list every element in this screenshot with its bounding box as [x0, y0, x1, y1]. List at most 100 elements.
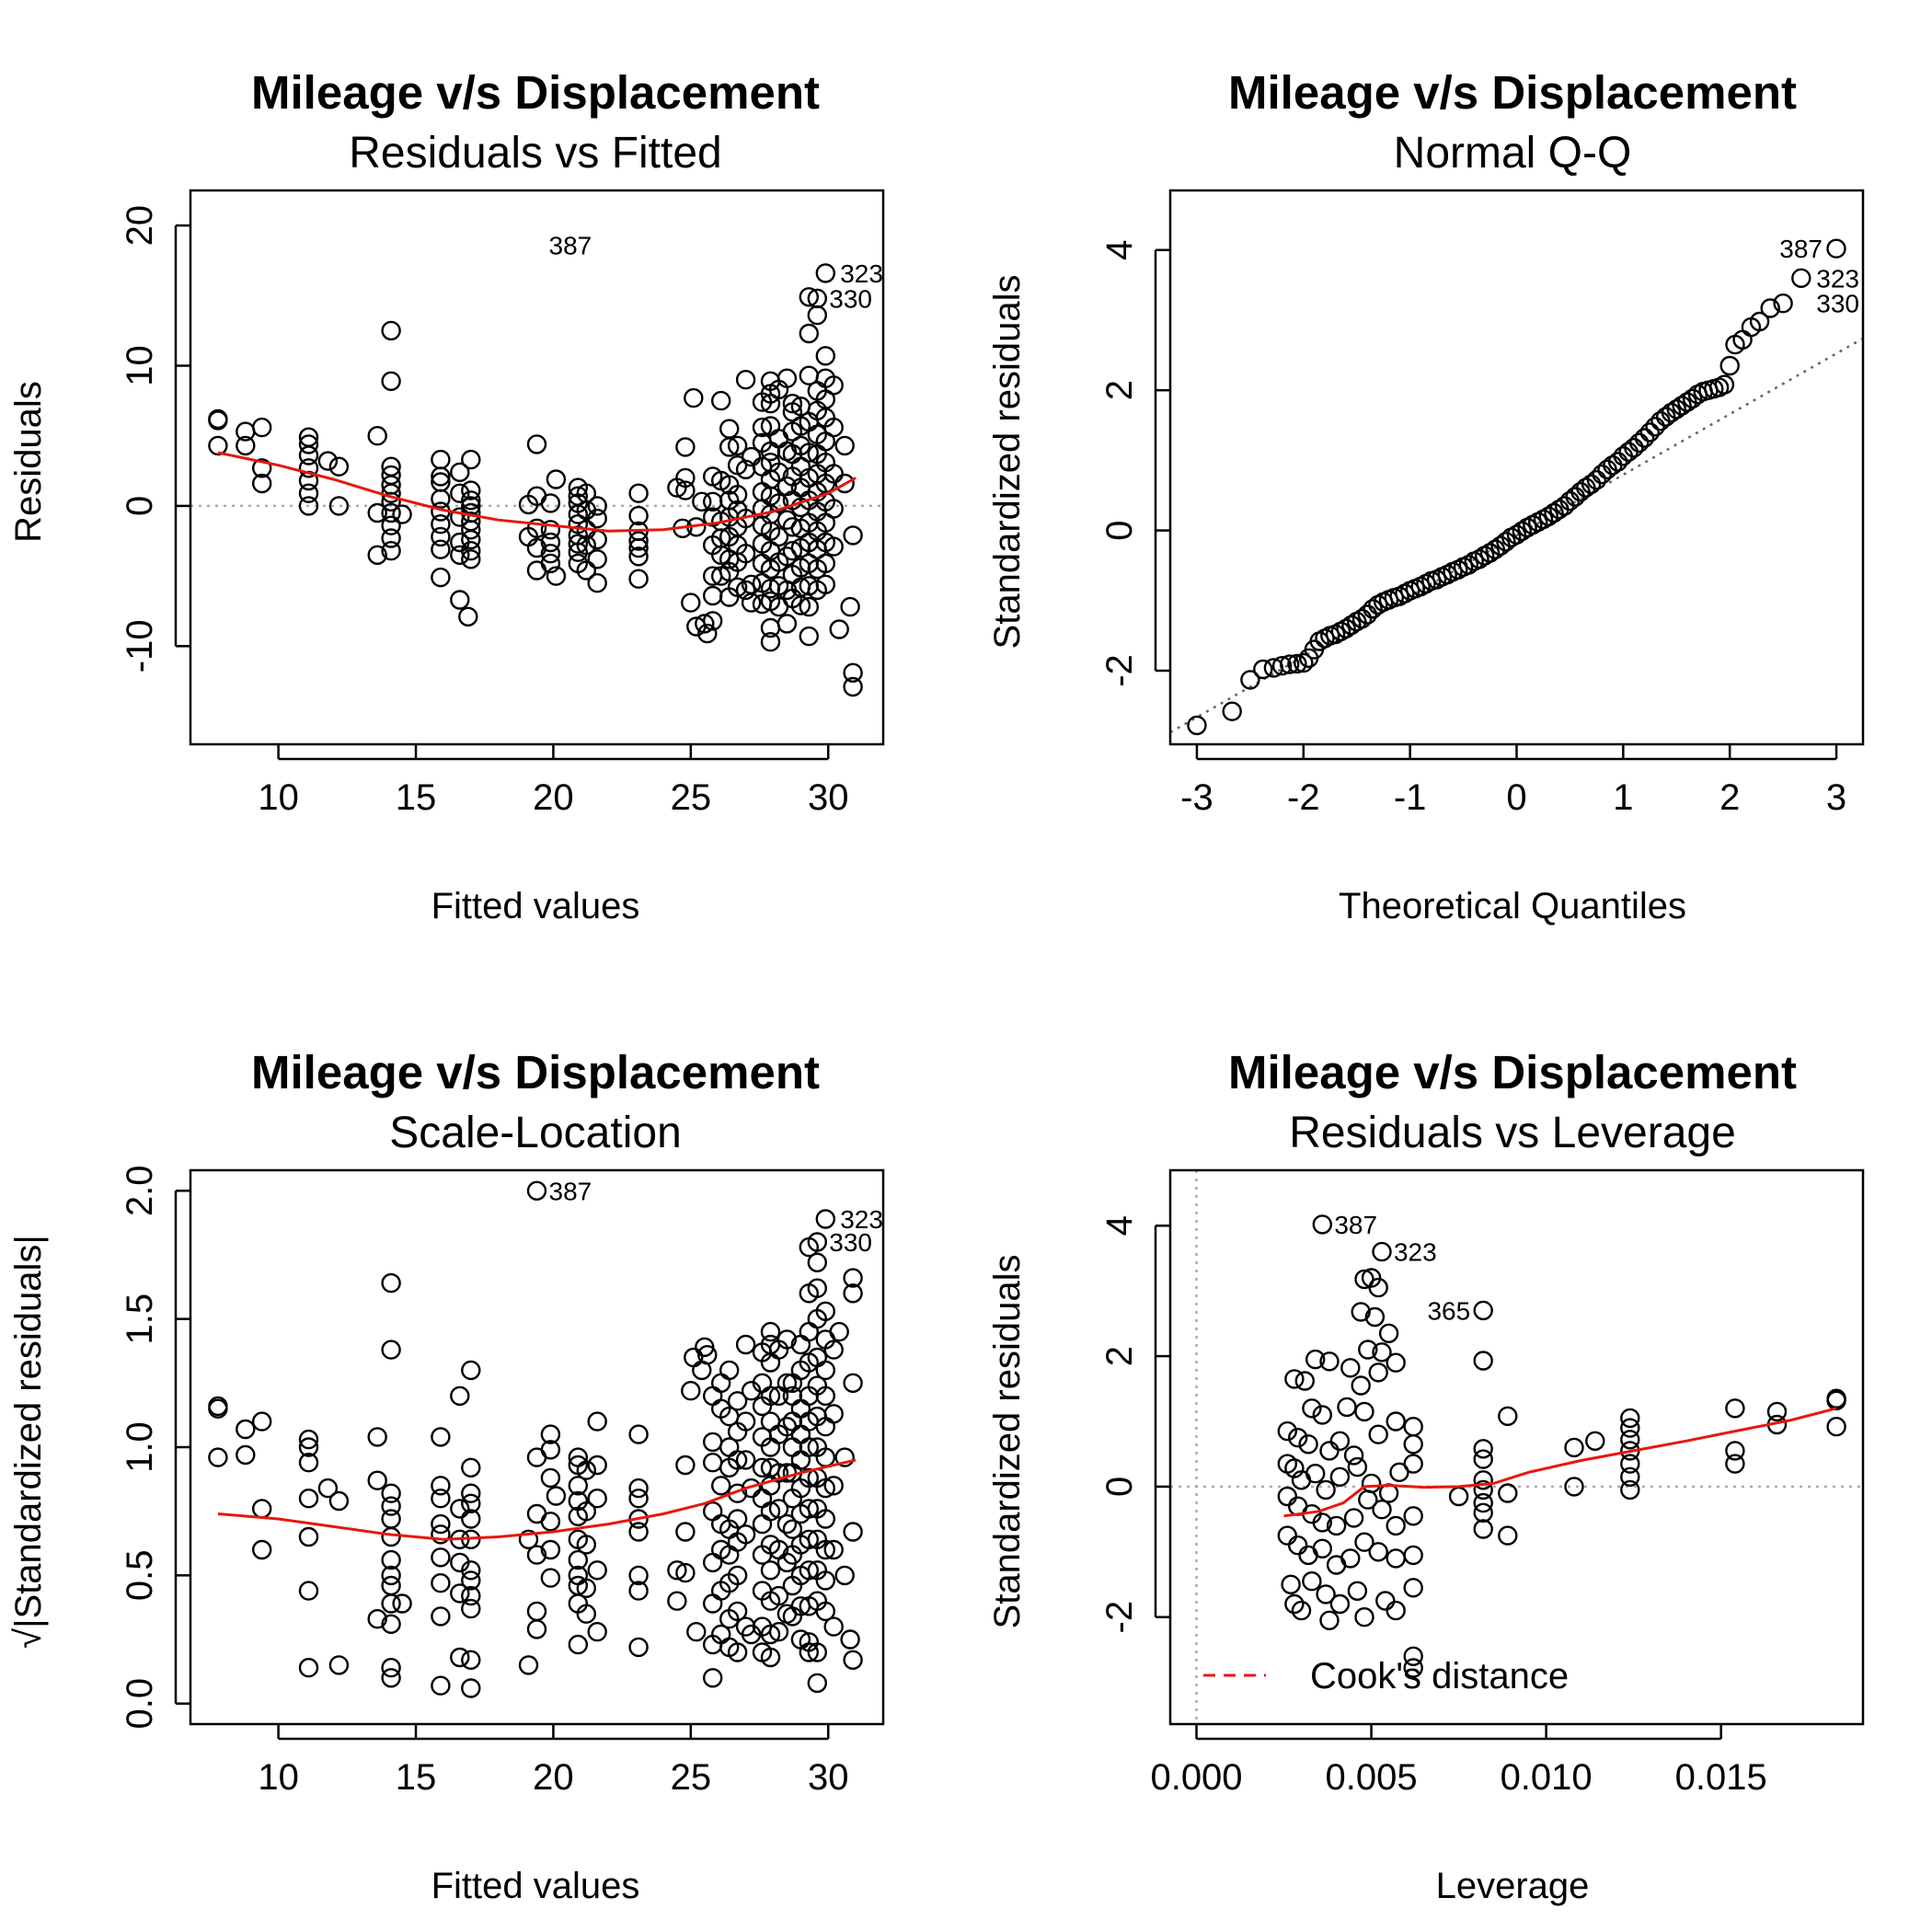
data-point	[760, 1624, 781, 1645]
data-point	[628, 1581, 649, 1601]
data-point	[843, 1522, 863, 1542]
data-point	[1620, 1418, 1640, 1438]
data-point	[367, 502, 387, 523]
data-point	[208, 1447, 228, 1467]
data-point	[1319, 1441, 1340, 1461]
legend: Cook's distance	[1203, 1656, 1569, 1696]
data-point	[1316, 1479, 1336, 1501]
data-point	[526, 434, 547, 454]
data-point	[697, 623, 718, 644]
data-point	[834, 1447, 855, 1467]
data-point	[1340, 1548, 1361, 1569]
x-tick-label: -3	[1180, 777, 1213, 818]
data-point	[840, 1629, 860, 1650]
x-tick-label: -1	[1394, 777, 1427, 818]
y-tick-label: -2	[1099, 1601, 1140, 1634]
data-point	[431, 526, 451, 547]
data-point	[1361, 1473, 1382, 1494]
data-point	[1791, 268, 1811, 288]
data-point	[576, 535, 596, 556]
data-point	[843, 662, 863, 683]
data-point	[1287, 653, 1307, 674]
data-point	[823, 536, 844, 557]
panel-residuals-vs-leverage: Mileage v/s Displacement Residuals vs Le…	[987, 1046, 1865, 1906]
point-label: 323	[1816, 264, 1859, 293]
data-point	[431, 514, 451, 535]
data-point	[692, 491, 712, 512]
data-point	[815, 263, 835, 283]
panel-subtitle: Scale-Location	[389, 1109, 682, 1157]
panel-residuals-vs-fitted: Mileage v/s Displacement Residuals vs Fi…	[8, 66, 885, 926]
data-point	[1287, 1535, 1308, 1556]
data-point	[1618, 442, 1639, 462]
data-point	[1826, 1416, 1846, 1437]
data-point	[298, 458, 319, 478]
data-point	[1372, 1499, 1392, 1520]
data-point	[1749, 311, 1770, 332]
data-point	[840, 596, 860, 617]
data-point	[703, 585, 723, 606]
data-point	[1354, 1401, 1374, 1422]
data-point	[782, 1437, 803, 1457]
data-point	[461, 1585, 481, 1606]
point-label: 330	[1816, 290, 1859, 318]
data-point	[727, 435, 748, 456]
data-point	[252, 1499, 272, 1519]
data-point	[450, 1647, 470, 1668]
data-point	[703, 1593, 723, 1614]
data-point	[1725, 1441, 1745, 1461]
data-point	[1305, 1463, 1326, 1484]
data-point	[1773, 293, 1793, 314]
data-point	[815, 553, 835, 574]
data-point	[1281, 1574, 1301, 1595]
data-point	[298, 1581, 319, 1601]
data-point	[1240, 670, 1260, 690]
data-point	[252, 1411, 272, 1432]
data-point	[799, 1499, 819, 1519]
data-point	[576, 1535, 596, 1555]
data-point	[540, 1539, 561, 1560]
data-point	[1473, 1449, 1493, 1469]
data-point	[628, 569, 649, 589]
data-point	[1354, 1606, 1374, 1627]
data-point	[461, 1509, 481, 1529]
panel-title: Mileage v/s Displacement	[1228, 1046, 1797, 1098]
data-point	[1284, 1458, 1305, 1478]
x-axis-label: Theoretical Quantiles	[1339, 886, 1686, 926]
data-point	[1661, 402, 1682, 423]
data-point	[1284, 1593, 1305, 1615]
data-point	[752, 1488, 773, 1509]
data-point	[518, 1655, 539, 1675]
data-point	[823, 417, 844, 438]
data-point	[381, 1509, 401, 1529]
data-point	[546, 566, 567, 586]
data-point	[675, 467, 696, 489]
data-point	[1620, 1479, 1640, 1501]
data-point	[1372, 1342, 1392, 1363]
data-point	[675, 437, 696, 457]
data-point	[768, 1499, 789, 1519]
data-point	[799, 626, 819, 647]
data-point	[727, 577, 748, 597]
data-point	[843, 1650, 863, 1671]
data-point	[703, 1668, 723, 1688]
data-point	[431, 1675, 451, 1696]
data-point	[381, 1340, 401, 1360]
data-point	[587, 508, 607, 529]
data-point	[587, 1560, 607, 1581]
data-point	[1329, 1593, 1351, 1615]
data-point	[540, 532, 561, 553]
x-tick-label: 15	[396, 1757, 437, 1798]
data-point	[431, 1606, 451, 1627]
data-point	[1473, 1470, 1493, 1490]
panel-scale-location: Mileage v/s Displacement Scale-Location …	[8, 1046, 885, 1906]
data-point	[540, 1568, 561, 1588]
data-point	[782, 1519, 803, 1539]
data-point	[735, 1411, 756, 1432]
data-point	[1469, 549, 1489, 569]
y-tick-label: 0.5	[120, 1550, 160, 1602]
data-point	[1473, 1492, 1493, 1513]
data-point	[1368, 1277, 1388, 1298]
data-point	[546, 1486, 567, 1506]
